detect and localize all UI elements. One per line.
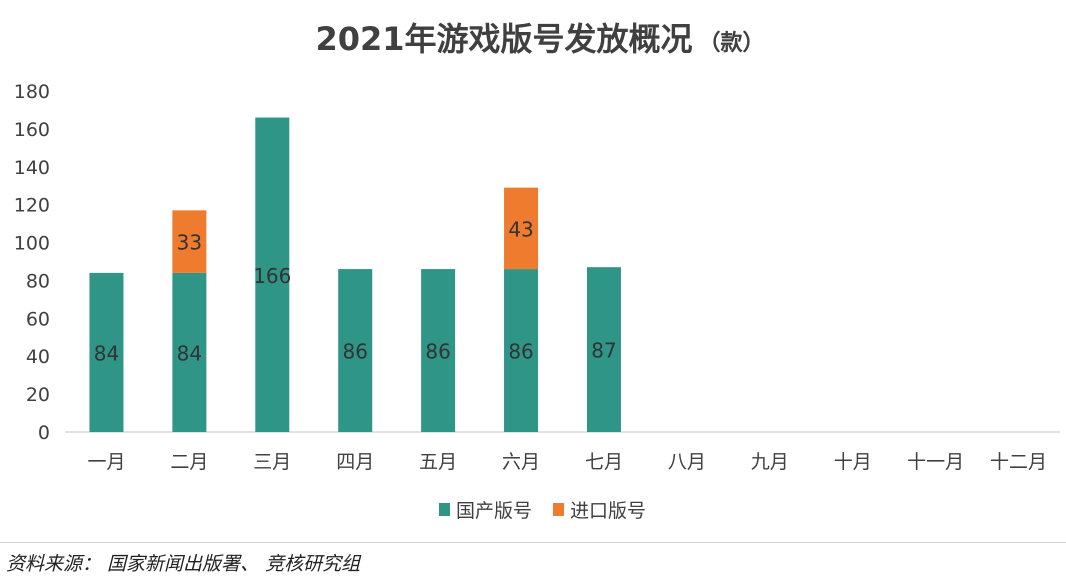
bar-domestic: [338, 269, 373, 432]
x-tick-label: 八月: [668, 451, 706, 473]
y-tick-label: 140: [14, 157, 50, 179]
y-tick-label: 80: [26, 270, 50, 292]
bar-domestic: [172, 272, 207, 432]
bar-domestic: [255, 117, 290, 433]
y-tick-label: 40: [26, 346, 50, 368]
y-tick-label: 0: [38, 422, 50, 444]
x-tick-label: 十一月: [907, 451, 964, 473]
bar-domestic: [586, 267, 621, 432]
bar-value-label: 33: [177, 231, 202, 255]
bar-value-label: 166: [253, 264, 291, 288]
x-tick-label: 六月: [502, 451, 540, 473]
x-tick-label: 一月: [87, 451, 125, 473]
y-tick-label: 60: [26, 308, 50, 330]
bar-domestic: [89, 272, 124, 432]
x-tick-label: 九月: [751, 451, 789, 473]
y-axis: 0 20 40 60 80 100 120 140 160 180: [14, 81, 50, 444]
x-tick-label: 四月: [336, 451, 374, 473]
y-tick-label: 100: [14, 233, 50, 255]
x-tick-label: 二月: [170, 451, 208, 473]
x-tick-label: 十月: [834, 451, 872, 473]
bar-imported: [172, 210, 207, 273]
bar-imported: [504, 187, 539, 270]
x-tick-label: 七月: [585, 451, 623, 473]
y-tick-label: 160: [14, 119, 50, 141]
bar-value-label: 86: [342, 340, 367, 364]
bar-value-label: 84: [94, 341, 119, 365]
x-tick-label: 十二月: [990, 451, 1047, 473]
footer-divider: [0, 542, 1066, 543]
bar-domestic: [421, 269, 456, 432]
y-tick-label: 120: [14, 195, 50, 217]
legend-swatch-imported: [553, 503, 564, 516]
bar-domestic: [504, 269, 539, 432]
legend: 国产版号 进口版号: [439, 500, 646, 522]
chart-title: 2021年游戏版号发放概况 （款）: [315, 20, 764, 58]
x-tick-label: 五月: [419, 451, 457, 473]
x-tick-label: 三月: [253, 451, 291, 473]
bars: 84 84 33 166 86 86 86 43 87: [89, 117, 621, 433]
bar-value-label: 86: [425, 340, 450, 364]
bar-value-label: 84: [177, 341, 202, 365]
stacked-bar-chart: 2021年游戏版号发放概况 （款） 0 20 40 60 80 100 120 140 160 18…: [14, 20, 1060, 522]
bar-value-label: 87: [591, 339, 616, 363]
bar-value-label: 43: [508, 217, 533, 241]
legend-label-imported: 进口版号: [570, 500, 646, 522]
bar-value-label: 86: [508, 340, 533, 364]
legend-swatch-domestic: [439, 503, 450, 516]
y-tick-label: 180: [14, 81, 50, 103]
source-note: 资料来源： 国家新闻出版署、 竞核研究组: [6, 553, 361, 575]
legend-label-domestic: 国产版号: [456, 500, 532, 522]
y-tick-label: 20: [26, 384, 50, 406]
x-axis: 一月 二月 三月 四月 五月 六月 七月 八月 九月 十月 十一月 十二月: [87, 451, 1047, 473]
